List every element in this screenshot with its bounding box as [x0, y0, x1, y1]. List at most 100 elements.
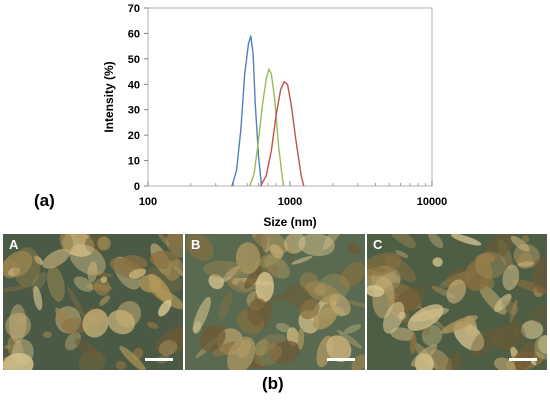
particle — [158, 234, 170, 246]
particle — [220, 265, 240, 283]
particle — [510, 235, 530, 252]
particle — [97, 236, 111, 251]
particle — [367, 285, 385, 298]
particle — [121, 255, 148, 269]
particle — [165, 234, 183, 258]
panel-label-b: (b) — [262, 374, 284, 393]
particle — [73, 276, 94, 292]
y-tick-label: 10 — [128, 156, 140, 168]
particle — [34, 255, 43, 265]
particle — [388, 234, 417, 249]
particle — [8, 304, 27, 344]
particle — [33, 286, 43, 311]
particle — [492, 324, 520, 351]
y-tick-label: 70 — [128, 3, 140, 15]
particle — [235, 242, 261, 274]
particle — [475, 253, 495, 264]
particle — [269, 244, 284, 259]
particle — [42, 331, 52, 339]
micrograph-panel-a: A — [3, 234, 183, 370]
particle — [344, 324, 362, 334]
particle — [119, 345, 147, 370]
particle — [3, 285, 29, 293]
micrograph-letter: C — [373, 237, 383, 252]
micrograph-letter: B — [191, 237, 200, 252]
particle — [517, 261, 535, 267]
particle — [203, 260, 244, 278]
particle — [521, 235, 530, 243]
particle — [155, 328, 183, 356]
particle — [167, 324, 183, 344]
particle — [244, 265, 263, 290]
x-axis-label: Size (nm) — [263, 215, 316, 229]
particle — [3, 352, 34, 370]
particle — [501, 300, 519, 315]
particle — [82, 308, 109, 338]
particle — [128, 268, 147, 279]
micrograph-panel-b: B — [185, 234, 365, 370]
particle — [390, 327, 416, 341]
particle — [186, 234, 214, 262]
particle — [470, 327, 498, 358]
particle — [474, 251, 507, 279]
particle — [269, 340, 301, 364]
particle — [395, 250, 409, 258]
particle — [329, 293, 351, 316]
series-line-1 — [231, 35, 263, 187]
particle — [297, 327, 305, 350]
particle — [336, 329, 363, 349]
particle — [383, 301, 405, 334]
series-layer — [231, 35, 305, 187]
particle — [254, 344, 283, 367]
particle — [219, 290, 233, 320]
particle — [208, 274, 224, 290]
particle — [398, 311, 406, 320]
particle — [432, 257, 443, 267]
particle — [8, 267, 21, 276]
particle — [326, 335, 352, 362]
x-tick-label: 100 — [139, 196, 157, 208]
particle — [483, 234, 514, 262]
particle — [299, 299, 320, 320]
series-line-3 — [259, 80, 305, 187]
particle — [529, 304, 547, 324]
series-line-2 — [249, 68, 285, 187]
particle — [516, 252, 534, 269]
particle — [291, 256, 313, 265]
x-axis-ticks: 100 1000 10000 — [139, 181, 447, 208]
particle — [99, 295, 111, 306]
particle — [509, 315, 527, 343]
particle — [59, 234, 74, 253]
particle — [139, 274, 161, 293]
particle — [226, 277, 253, 294]
particle — [502, 264, 520, 291]
particle — [192, 296, 211, 334]
particle — [255, 271, 275, 303]
particle — [351, 354, 365, 370]
particle — [409, 334, 417, 355]
particle — [199, 325, 226, 352]
size-distribution-chart: 0 10 20 30 40 50 60 70 100 1000 10000 Intensity (… — [102, 3, 447, 229]
particle — [346, 300, 365, 309]
particle — [451, 234, 482, 246]
y-tick-label: 30 — [128, 105, 140, 117]
particle — [340, 261, 365, 288]
y-tick-label: 0 — [134, 181, 140, 193]
particle — [532, 257, 547, 294]
particle — [464, 258, 493, 291]
particle — [445, 352, 462, 370]
particle — [5, 312, 31, 339]
particle — [530, 359, 537, 366]
particle — [115, 360, 127, 370]
panel-label-a: (a) — [34, 191, 55, 210]
particle — [42, 248, 70, 269]
y-axis-ticks: 0 10 20 30 40 50 60 70 — [128, 3, 148, 193]
particle — [264, 255, 290, 279]
particle — [367, 252, 402, 276]
particle — [227, 336, 256, 370]
particle — [298, 234, 335, 257]
particle — [47, 265, 65, 302]
particle — [158, 299, 172, 317]
particle — [440, 315, 478, 334]
